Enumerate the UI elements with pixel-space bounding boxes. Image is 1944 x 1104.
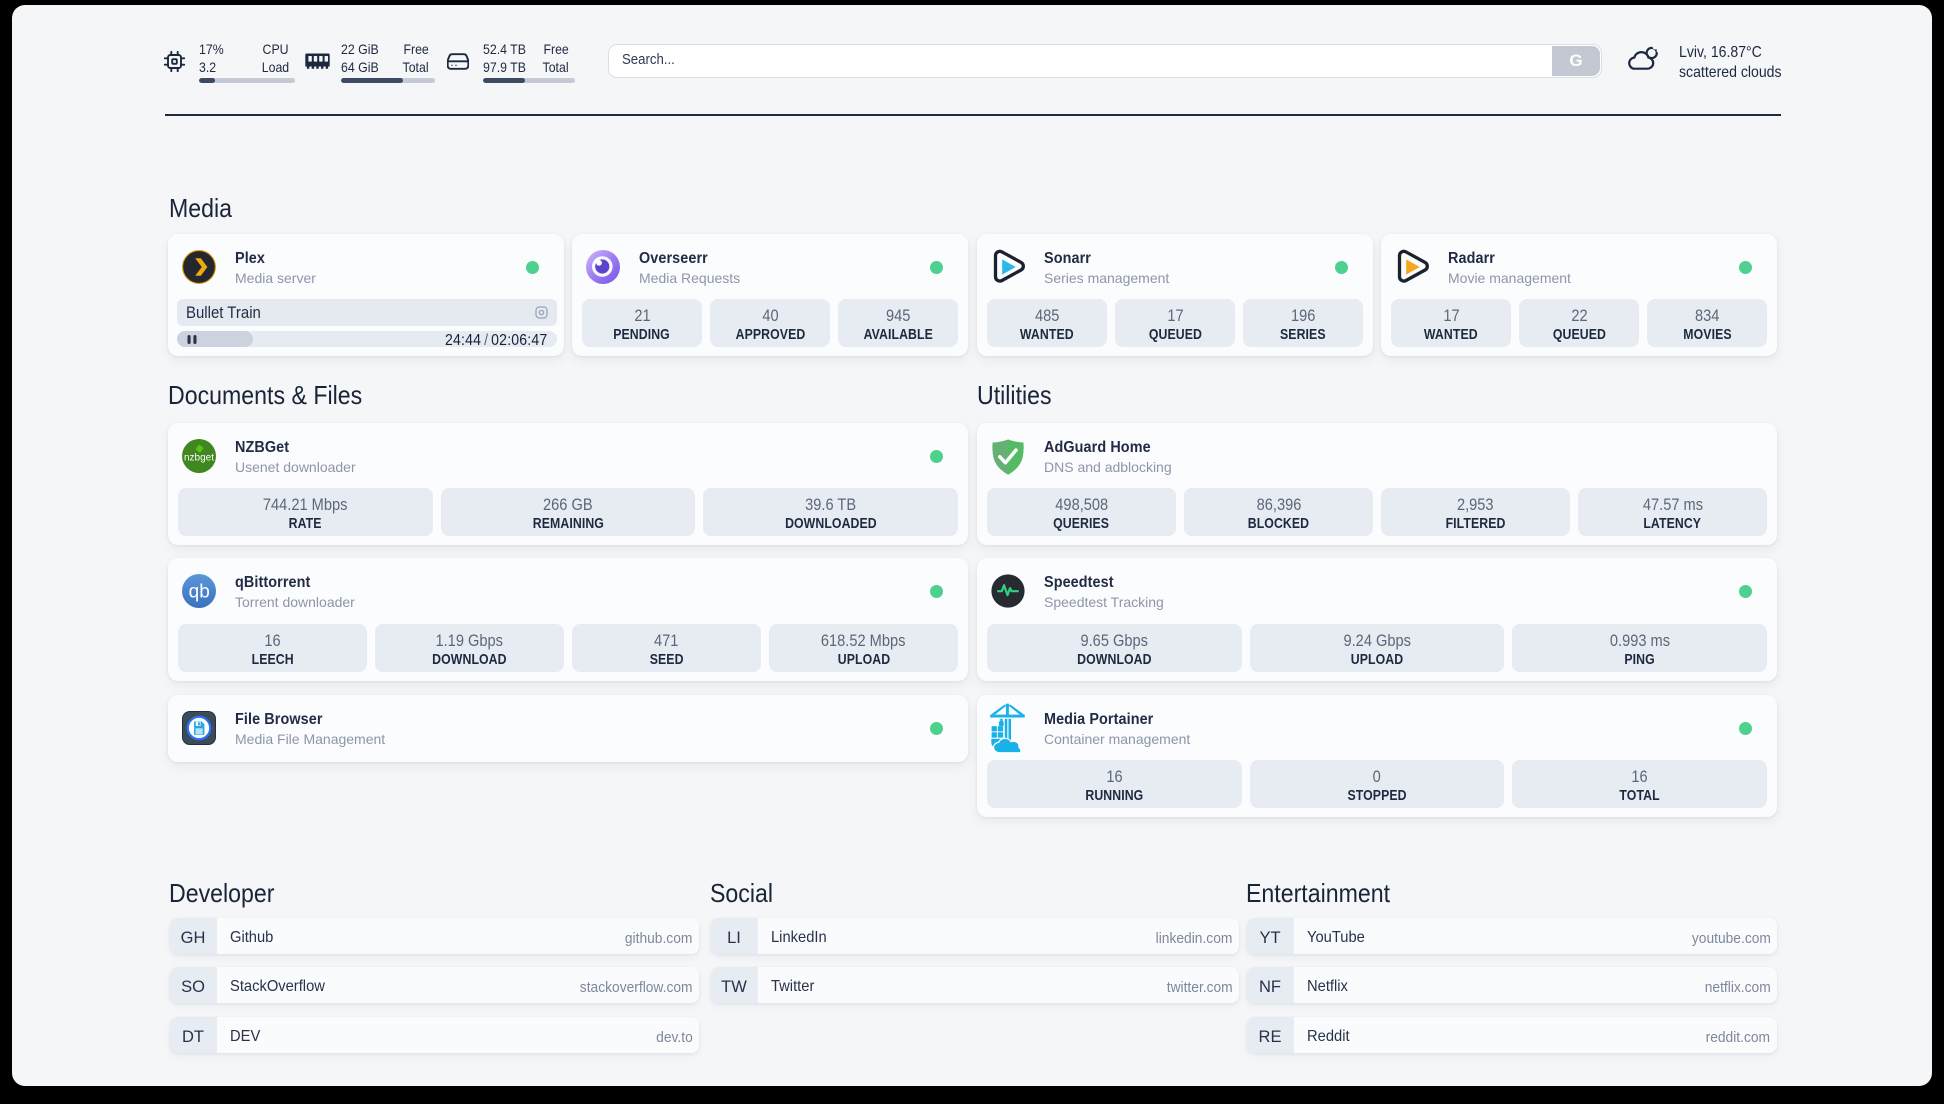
svg-text:qb: qb [189, 582, 210, 603]
svg-text:nzbget: nzbget [184, 452, 214, 463]
